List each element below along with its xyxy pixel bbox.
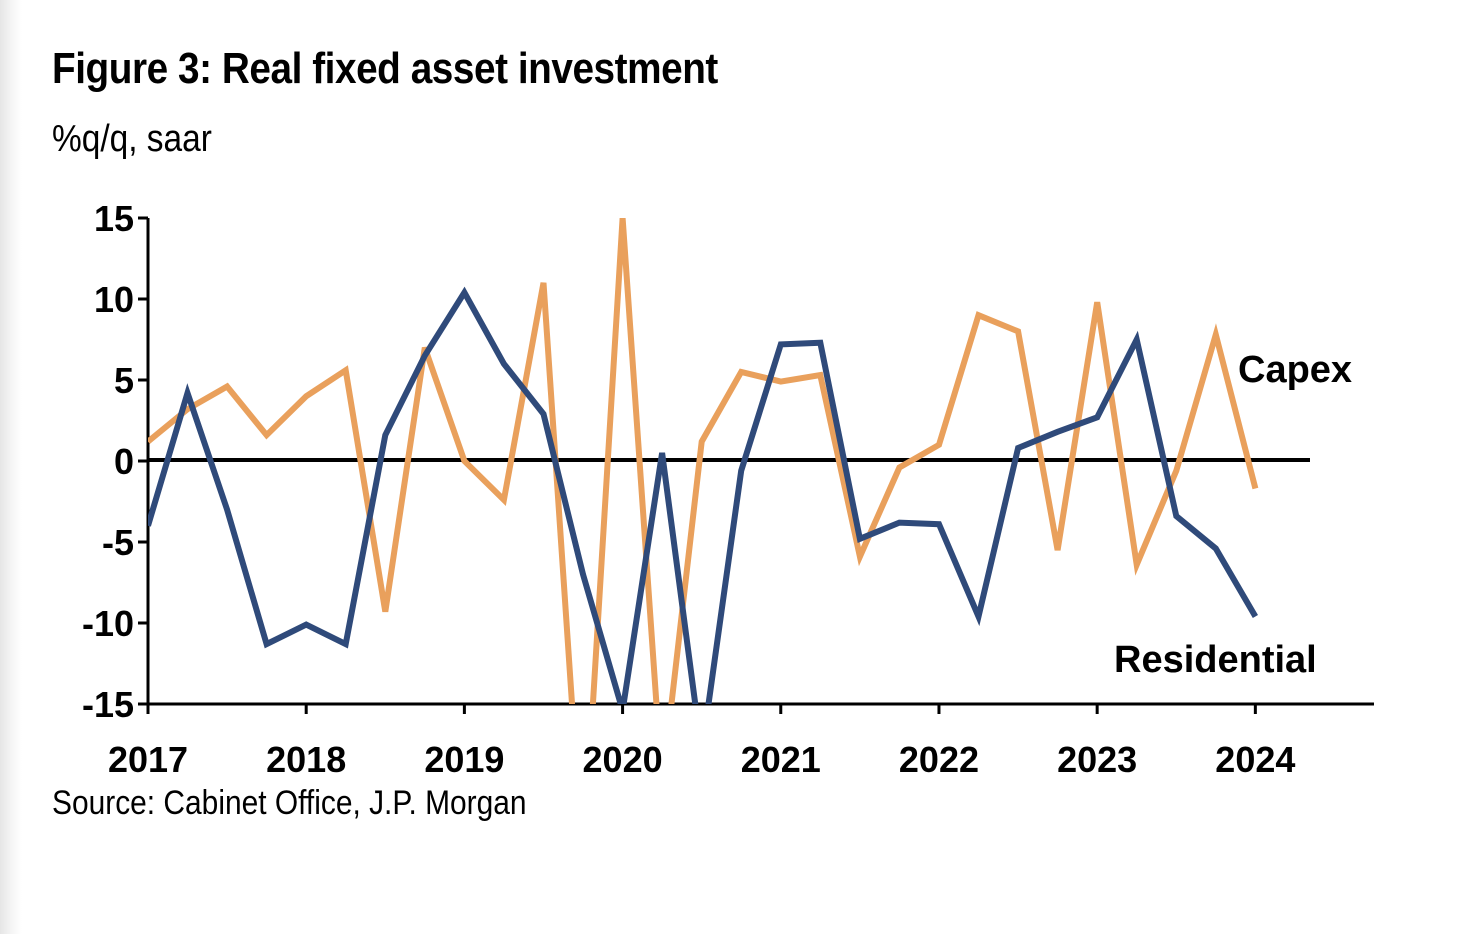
series-lines (148, 218, 1259, 704)
x-axis: 2017 2018 2019 2020 2021 2022 2023 2024 (108, 458, 1374, 780)
y-tick-label: 10 (94, 279, 134, 320)
y-axis: 15 10 5 0 -5 -10 -15 (82, 198, 150, 725)
page-edge-shadow (0, 0, 22, 934)
y-tick-label: -5 (102, 522, 134, 563)
x-tick-label: 2021 (741, 739, 821, 780)
chart-title: Figure 3: Real fixed asset investment (52, 44, 718, 93)
y-tick-label: 0 (114, 441, 134, 482)
x-tick-label: 2024 (1215, 739, 1295, 780)
y-tick-label: 15 (94, 198, 134, 239)
x-tick-label: 2023 (1057, 739, 1137, 780)
series-label-residential: Residential (1114, 639, 1317, 681)
series-line-residential (148, 286, 1258, 704)
x-tick-label: 2020 (583, 739, 663, 780)
x-tick-label: 2022 (899, 739, 979, 780)
series-labels: Capex Residential (1114, 349, 1352, 681)
x-tick-label: 2018 (266, 739, 346, 780)
y-tick-label: 5 (114, 360, 134, 401)
series-label-capex: Capex (1238, 349, 1352, 391)
x-tick-label: 2017 (108, 739, 188, 780)
chart-subtitle: %q/q, saar (52, 118, 212, 160)
y-tick-label: -10 (82, 603, 134, 644)
x-tick-label: 2019 (424, 739, 504, 780)
y-tick-label: -15 (82, 684, 134, 725)
source-note: Source: Cabinet Office, J.P. Morgan (52, 784, 527, 822)
